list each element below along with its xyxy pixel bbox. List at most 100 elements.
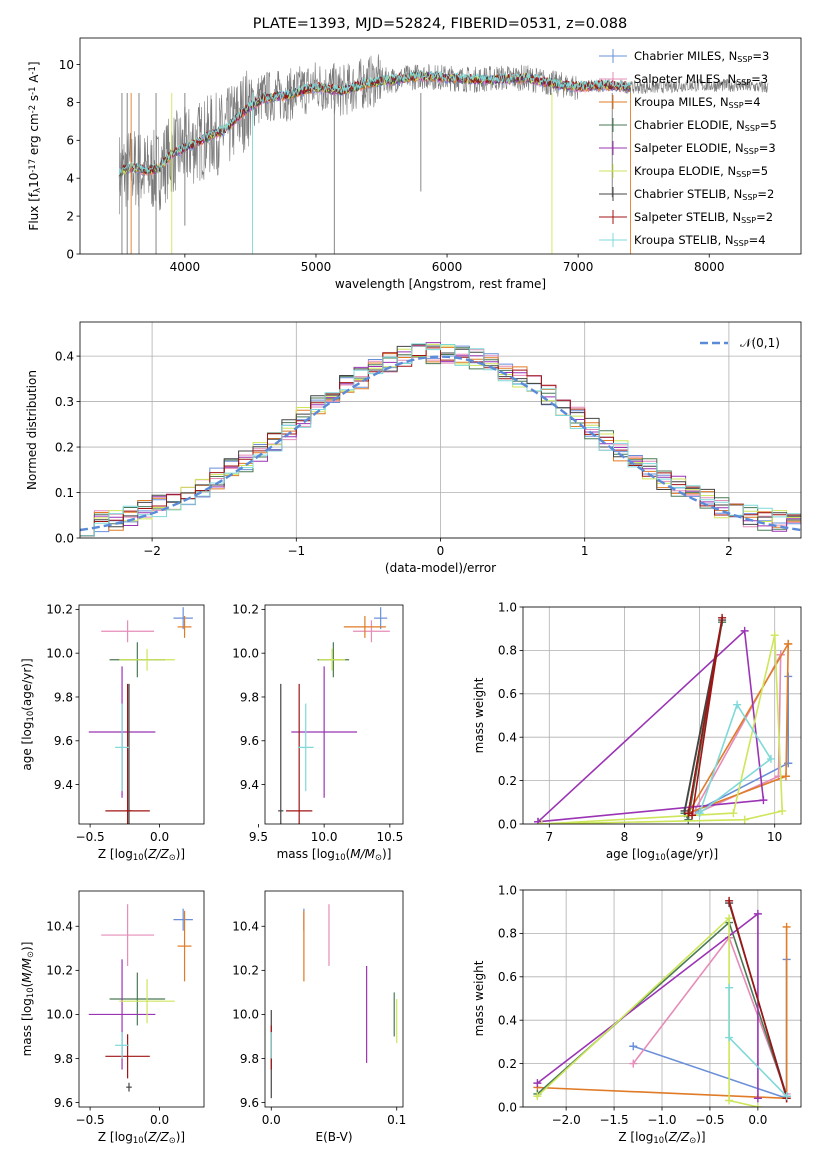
text-run: Kroupa ELODIE, N [634,164,736,178]
mass-vs-Z-axes: −0.5 0.09.69.810.010.210.4Z [log10(Z/Z⊙)]… [20,890,205,1145]
series-marker [784,639,793,648]
text-run: =3 [752,49,769,63]
y-tick-label: 0.3 [55,395,74,409]
legend-label: Kroupa MILES, NSSP=4 [634,95,761,110]
x-tick-label: 0.1 [387,1113,406,1127]
series-marker [688,811,697,820]
x-tick-label: −2.0 [552,1113,581,1127]
y-tick-label: 9.8 [240,1052,259,1066]
figure-title: PLATE=1393, MJD=52824, FIBERID=0531, z=0… [253,16,627,32]
y-tick-label: 9.8 [54,690,73,704]
y-tick-label: 9.4 [240,778,259,792]
series-marker [753,1103,762,1107]
x-axis-label: Z [log10(Z/Z⊙)] [98,847,185,862]
series-line-5 [541,635,784,824]
text-run: mass [log [277,847,335,861]
plot-area [88,904,193,1092]
axes-frame [79,37,802,255]
errorbar-point [126,1082,132,1092]
legend-label: Chabrier ELODIE, NSSP=5 [634,118,777,133]
text-run: 10 [25,987,35,998]
plot-area [533,896,791,1107]
text-run: SSP [736,78,751,87]
text-run: Chabrier ELODIE, N [634,118,745,132]
y-tick-label: 10.4 [46,920,73,934]
series-marker [753,909,762,918]
y-tick-label: 10.0 [232,646,259,660]
x-tick-label: 6000 [432,260,463,274]
legend-label: Kroupa ELODIE, NSSP=5 [634,164,768,179]
text-run: M/M [350,847,375,861]
text-run: SSP [737,55,752,64]
x-tick-label: 8000 [694,260,725,274]
axes-frame [78,890,205,1108]
text-run: Salpeter MILES, N [634,72,736,86]
y-tick-label: 0.2 [498,1057,517,1071]
text-run: 10 [133,1135,144,1145]
text-run: SSP [744,147,759,156]
y-axis-label: mass weight [472,960,486,1036]
legend-label: Chabrier MILES, NSSP=3 [634,49,769,64]
x-axis-label: (data-model)/error [385,561,496,575]
errorbar-point [105,683,150,824]
series-marker [629,1059,638,1068]
text-run: )] [20,942,34,951]
text-run: -2 [27,105,37,113]
series-marker [718,613,727,622]
model-spectrum-8 [118,70,632,176]
y-tick-label: 1.0 [498,600,517,614]
residual-axes: −2 −1 0 1 2 0.0 0.1 0.2 0.3 0.4 (data-model)/error… [25,321,802,575]
errorbar-point [109,972,166,1026]
y-tick-label: 0.6 [498,970,517,984]
x-tick-label: 10 [767,830,782,844]
data-spectrum [119,54,769,215]
text-run: SSP [745,124,760,133]
y-tick-label: 10.0 [232,1008,259,1022]
text-run: Z [log [98,847,133,861]
plot-area [534,613,793,824]
x-tick-label: 0.0 [748,1113,767,1127]
legend-label: Kroupa STELIB, NSSP=4 [634,233,766,248]
series-marker [534,817,543,824]
text-run: Z [log [618,1130,653,1144]
series-line-2 [537,926,788,1100]
series-marker [759,796,768,805]
errorbar-point [101,904,154,966]
y-tick-label: 0.4 [498,1014,517,1028]
text-run: )] [696,1130,705,1144]
x-tick-label: 5000 [301,260,332,274]
y-tick-label: 10.0 [46,1008,73,1022]
y-tick-label: 9.6 [54,1096,73,1110]
text-run: age [log [606,847,655,861]
errorbar-point [286,683,313,824]
text-run: Z [log [98,1130,133,1144]
series-marker [725,914,734,923]
x-tick-label: 7 [545,830,553,844]
series-marker [753,1094,762,1103]
series-marker [725,896,734,905]
y-tick-label: 10.2 [46,603,73,617]
y-tick-label: 0.6 [498,687,517,701]
y-axis-label: mass [log10(M/M⊙)] [20,942,35,1057]
series-marker [533,1092,542,1101]
y-tick-label: 0 [66,247,74,261]
y-tick-label: 9.4 [54,778,73,792]
text-run: 10 [653,1135,664,1145]
y-tick-label: 0.2 [498,774,517,788]
legend-label: Salpeter ELODIE, NSSP=3 [634,141,776,156]
y-tick-label: 10.2 [46,964,73,978]
histogram-step-8 [80,343,801,537]
legend-label: Salpeter MILES, NSSP=3 [634,72,768,87]
y-tick-label: 0.4 [55,349,74,363]
text-run: Kroupa STELIB, N [634,233,734,247]
errorbar-point [173,607,193,630]
text-run: -1 [27,87,37,95]
y-tick-label: 0.0 [498,1100,517,1114]
text-run: Normed distribution [25,370,39,490]
text-run: =3 [759,141,776,155]
errorbar-point [173,908,193,931]
x-tick-label: 4000 [170,260,201,274]
errorbar-point [177,615,192,638]
x-axis-label: E(B-V) [315,1130,352,1144]
text-run: E(B-V) [315,1130,352,1144]
